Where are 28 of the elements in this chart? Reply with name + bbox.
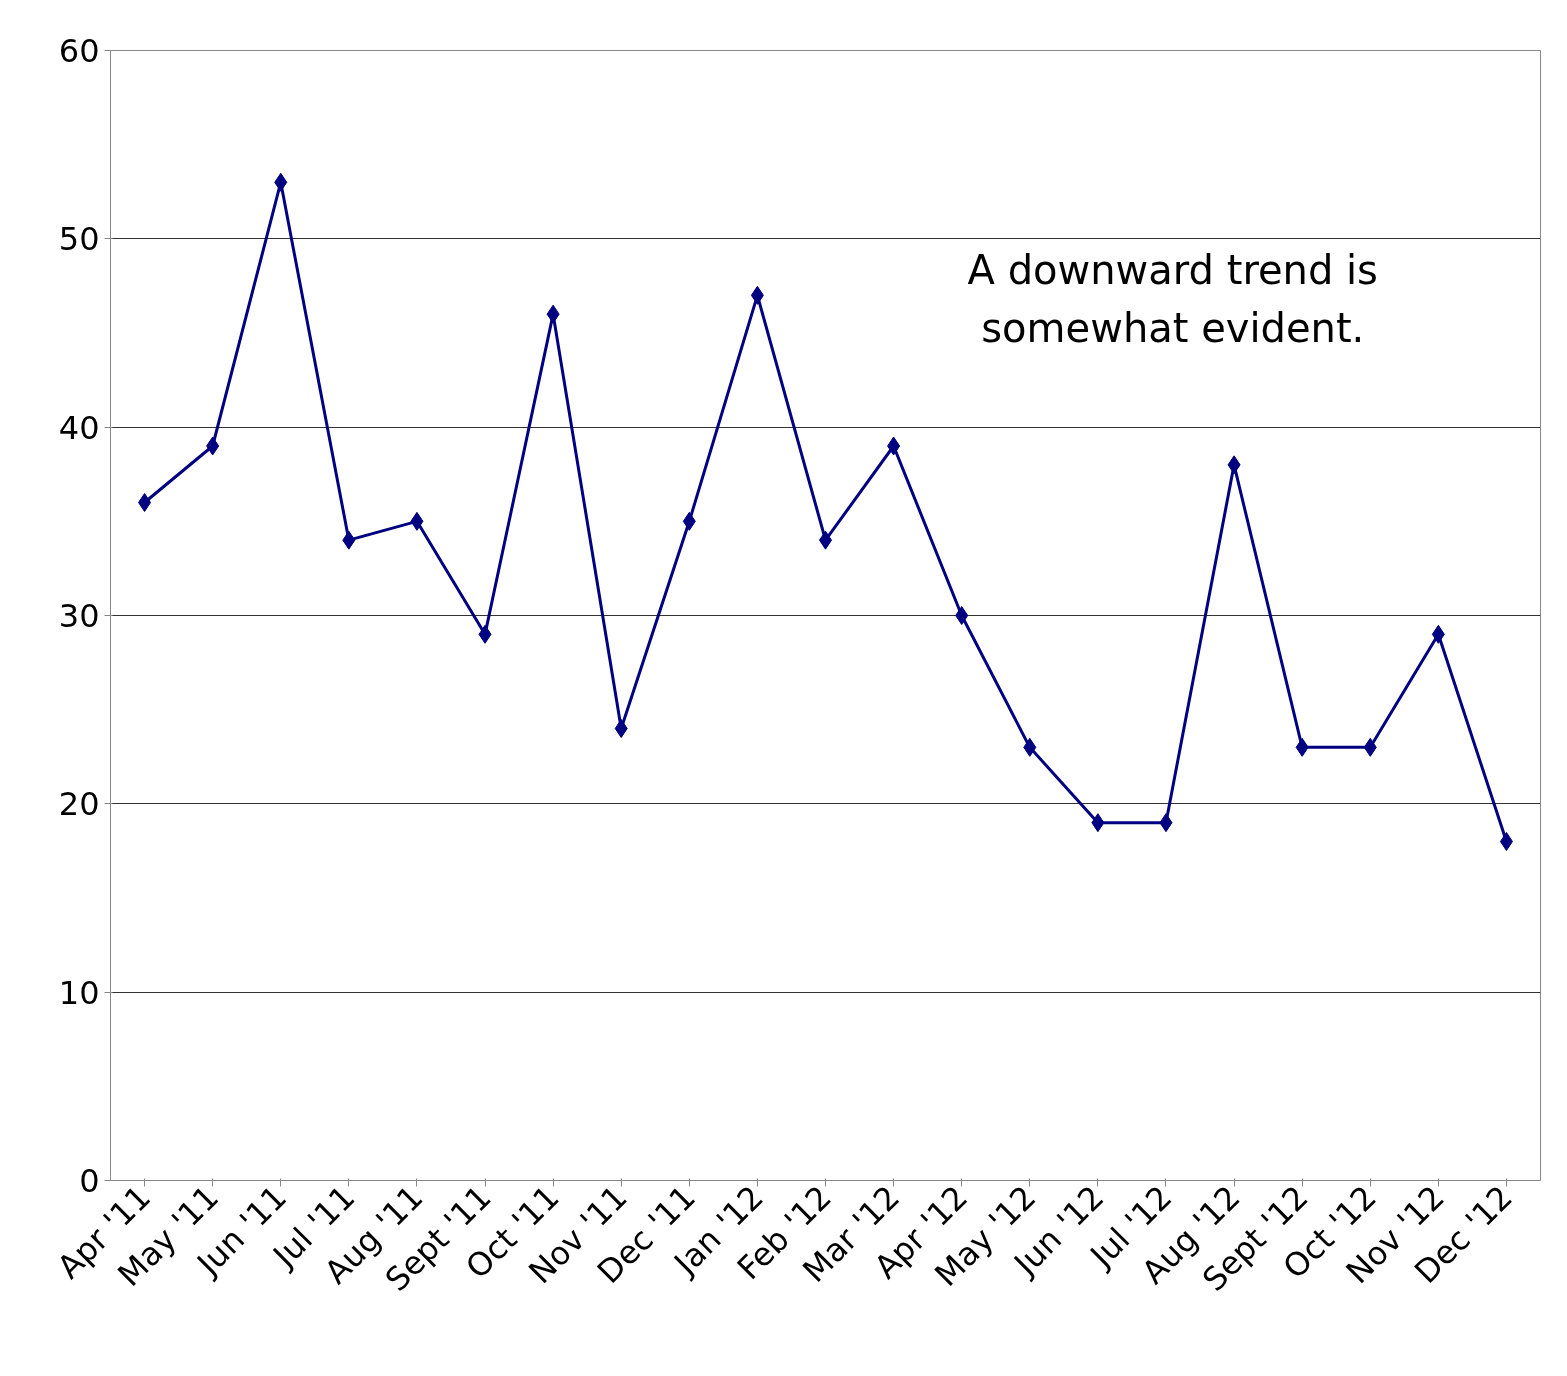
point [342, 530, 356, 550]
annotation: A downward trend is somewhat evident. [967, 247, 1378, 351]
point [1227, 455, 1241, 475]
y-tick-label: 20 [58, 785, 100, 824]
point [887, 436, 901, 456]
point [478, 624, 492, 644]
point [1295, 737, 1309, 757]
y-tick-label: 30 [58, 597, 100, 635]
y-tick-label: 40 [58, 408, 100, 447]
point [1159, 813, 1173, 833]
point [274, 172, 288, 192]
point [1431, 624, 1445, 644]
point [614, 719, 628, 738]
y-tick-label: 60 [58, 32, 100, 70]
y-tick-label: 10 [58, 973, 100, 1012]
point [138, 493, 152, 512]
point [546, 304, 560, 324]
point [410, 511, 424, 531]
point [682, 511, 696, 531]
point [750, 285, 764, 305]
y-tick-label: 0 [79, 1162, 100, 1200]
point [206, 436, 220, 456]
point [1499, 832, 1513, 851]
point [955, 606, 969, 625]
point [1091, 813, 1105, 833]
point [1363, 737, 1377, 757]
point [1023, 737, 1037, 757]
y-tick-label: 50 [58, 220, 100, 259]
